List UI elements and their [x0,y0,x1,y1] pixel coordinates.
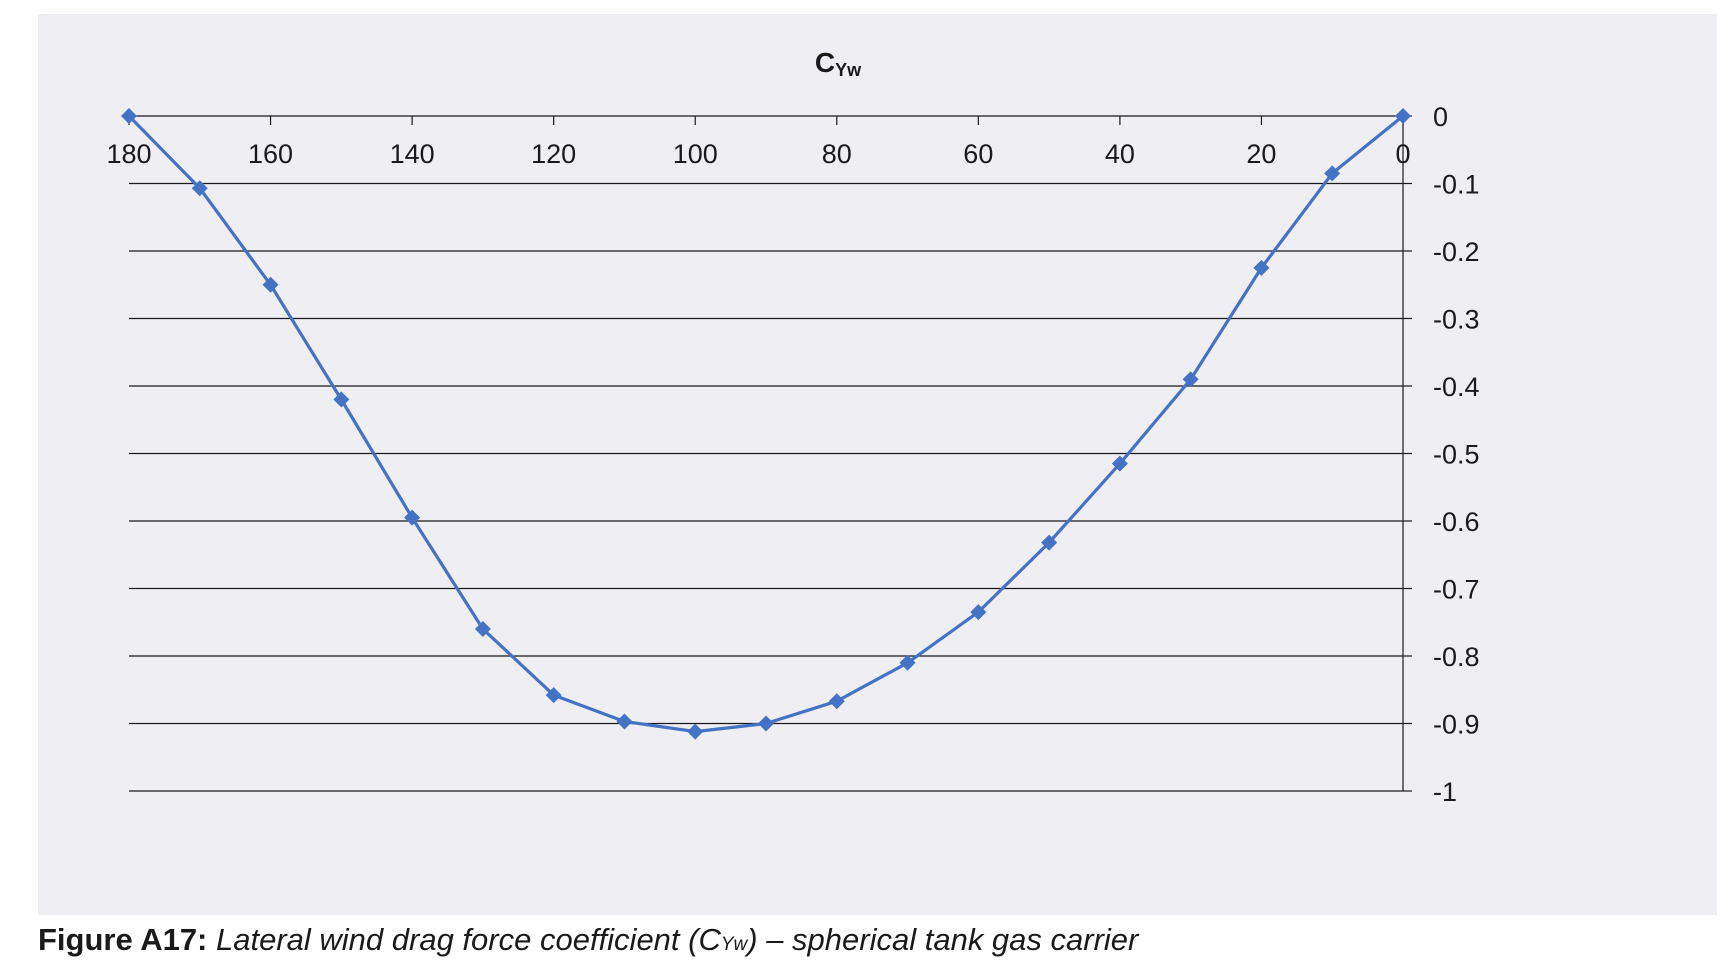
data-point [758,715,774,732]
x-tick-label: 120 [531,139,576,169]
data-point [1041,534,1058,551]
data-point [191,180,208,197]
x-tick-label: 20 [1246,139,1276,169]
caption-text-before: Lateral wind drag force coefficient (C [207,922,721,957]
y-tick-label: -0.9 [1433,710,1480,740]
y-tick-label: -0.1 [1433,170,1480,200]
data-point [262,276,279,293]
data-point [1253,259,1270,276]
data-point [333,391,350,408]
x-tick-label: 80 [822,139,852,169]
series-line [127,114,1405,734]
chart-panel: CYw 180 160 140 120 100 80 60 40 20 0 0 -0.1 -0.2 -0.… [38,14,1717,915]
data-point [1324,165,1341,182]
y-tick-label: -0.8 [1433,642,1480,672]
data-point [1111,455,1128,472]
data-point [404,509,421,526]
chart-title: CYw [815,47,862,80]
data-point [899,654,916,671]
y-tick-label: -0.7 [1433,575,1480,605]
x-tick-label: 0 [1395,139,1410,169]
data-point [1182,371,1199,388]
y-tick-label: -0.6 [1433,507,1480,537]
chart-title-main: C [815,47,835,78]
y-tick-label: -1 [1433,777,1457,807]
x-tick-label: 60 [963,139,993,169]
y-tick-label: -0.2 [1433,237,1480,267]
data-point [616,713,633,730]
x-tick-label: 160 [248,139,293,169]
x-tick-label: 100 [673,139,718,169]
data-point [1395,108,1411,124]
data-point [474,621,491,637]
y-tick-label: -0.3 [1433,305,1480,335]
data-point [687,723,704,740]
caption-label: Figure A17: [38,922,208,957]
y-tick-label: -0.5 [1433,440,1480,470]
data-point [545,687,562,704]
y-tick-label: 0 [1433,102,1448,132]
axes: 180 160 140 120 100 80 60 40 20 00 -0.1 -0.2 -0.3 -0.… [106,102,1479,807]
gridlines [129,182,1403,792]
data-point [970,604,987,621]
figure-caption: Figure A17: Lateral wind drag force coef… [38,922,1138,958]
y-tick-label: -0.4 [1433,372,1480,402]
data-point [828,693,845,710]
caption-subscript: Yw [720,934,748,955]
data-point [121,108,137,124]
x-tick-label: 40 [1105,139,1135,169]
line-chart: CYw 180 160 140 120 100 80 60 40 20 00 -0.1 -0.2 -0.… [106,47,1479,807]
x-tick-label: 180 [106,139,151,169]
series [121,108,1411,740]
chart-title-subscript: Yw [835,60,862,80]
caption-text-after: ) – spherical tank gas carrier [747,922,1139,957]
x-tick-label: 140 [390,139,435,169]
